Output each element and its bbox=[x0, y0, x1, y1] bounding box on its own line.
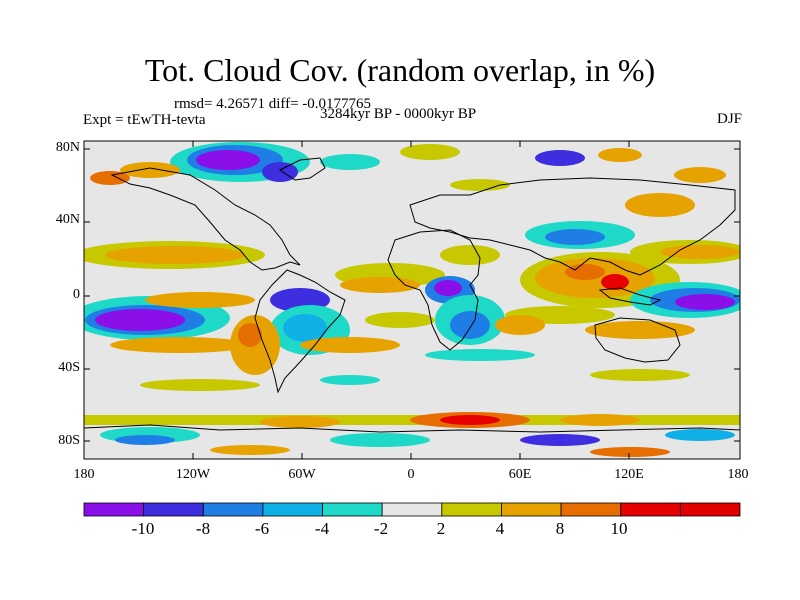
colorbar-label-minus10: -10 bbox=[131, 519, 155, 538]
colorbar-label-10: 10 bbox=[610, 519, 628, 538]
colorbar-label-8: 8 bbox=[555, 519, 565, 538]
stats-line: rmsd= 4.26571 diff= -0.0177765 bbox=[174, 96, 372, 112]
map-ticks bbox=[84, 141, 740, 459]
lon-tick-180w: 180 bbox=[73, 467, 95, 482]
colorbar-label-minus4: -4 bbox=[314, 519, 330, 538]
lon-tick-180e: 180 bbox=[727, 467, 749, 482]
season-label: DJF bbox=[716, 111, 742, 127]
experiment-label: Expt = tEwTH-tevta bbox=[83, 112, 206, 128]
colorbar-label-minus2: -2 bbox=[373, 519, 389, 538]
colorbar-label-2: 2 bbox=[436, 519, 446, 538]
colorbar-label-minus8: -8 bbox=[195, 519, 211, 538]
anomaly-field bbox=[84, 142, 740, 457]
colorbar-label-minus6: -6 bbox=[254, 519, 270, 538]
colorbar-box bbox=[83, 502, 145, 517]
colorbar-box bbox=[262, 502, 323, 517]
colorbar-box bbox=[560, 502, 622, 517]
period-label: 3284kyr BP - 0000kyr BP bbox=[320, 106, 477, 122]
colorbar-box bbox=[143, 502, 204, 517]
lat-tick-40s: 40S bbox=[58, 360, 80, 375]
colorbar-box bbox=[441, 502, 502, 517]
colorbar-box bbox=[620, 502, 681, 517]
colorbar-box bbox=[202, 502, 264, 517]
lon-tick-0: 0 bbox=[407, 467, 415, 482]
lon-tick-60w: 60W bbox=[288, 467, 316, 482]
lat-tick-40n: 40N bbox=[55, 212, 80, 227]
lat-tick-0: 0 bbox=[73, 287, 80, 302]
lon-tick-60e: 60E bbox=[508, 467, 532, 482]
map-title: Tot. Cloud Cov. (random overlap, in %) bbox=[144, 52, 656, 88]
lat-tick-80n: 80N bbox=[55, 140, 80, 155]
colorbar-label-4: 4 bbox=[495, 519, 505, 538]
lat-tick-80s: 80S bbox=[58, 433, 80, 448]
lon-tick-120w: 120W bbox=[175, 467, 211, 482]
colorbar-box bbox=[322, 502, 383, 517]
map-frame bbox=[83, 140, 741, 460]
colorbar-box bbox=[501, 502, 562, 517]
coastlines bbox=[84, 157, 740, 433]
lon-tick-120e: 120E bbox=[614, 467, 644, 482]
colorbar-box bbox=[679, 502, 741, 517]
colorbar bbox=[83, 502, 741, 517]
colorbar-box bbox=[381, 502, 443, 517]
